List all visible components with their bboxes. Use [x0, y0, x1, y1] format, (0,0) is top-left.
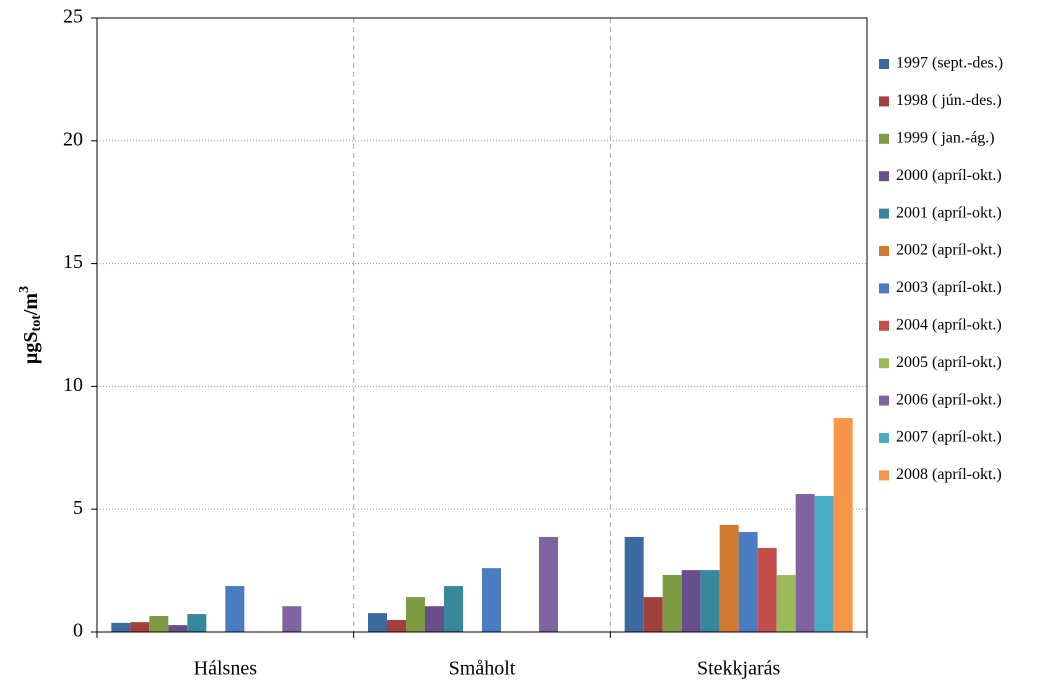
- x-tick-label: Hálsnes: [194, 658, 258, 680]
- legend-label: 2005 (apríl-okt.): [896, 354, 1002, 371]
- legend-swatch: [879, 395, 889, 406]
- bar: [776, 575, 796, 632]
- bar: [368, 613, 387, 632]
- legend-label: 2004 (apríl-okt.): [896, 316, 1002, 333]
- legend-label: 1998 ( jún.-des.): [896, 92, 1002, 109]
- legend-label: 2003 (apríl-okt.): [896, 279, 1002, 296]
- y-tick-label: 20: [63, 128, 83, 150]
- legend-swatch: [879, 96, 889, 107]
- legend-label: 2006 (apríl-okt.): [896, 391, 1002, 408]
- legend-swatch: [879, 133, 889, 144]
- bar: [681, 570, 701, 632]
- bar: [130, 622, 150, 632]
- y-label-part: µgS: [20, 331, 42, 364]
- legend-swatch: [879, 358, 889, 369]
- bar: [539, 536, 558, 632]
- y-tick-label: 5: [73, 497, 83, 519]
- legend-label: 2008 (apríl-okt.): [896, 466, 1002, 483]
- bar: [482, 568, 501, 632]
- bar: [111, 622, 131, 632]
- bar: [814, 495, 834, 632]
- bar: [425, 606, 444, 632]
- legend-swatch: [879, 320, 889, 331]
- legend-swatch: [879, 433, 889, 443]
- bar: [168, 625, 188, 632]
- bar: [149, 616, 169, 632]
- legend-label: 2007 (apríl-okt.): [896, 429, 1002, 446]
- plot-frame: [96, 17, 868, 633]
- bar: [624, 536, 644, 632]
- y-tick-label: 10: [63, 374, 83, 396]
- y-label-sub: tot: [29, 315, 44, 332]
- legend-swatch: [879, 171, 889, 182]
- legend-swatch: [879, 283, 889, 294]
- bar: [757, 548, 777, 632]
- legend-swatch: [879, 59, 889, 69]
- y-tick-label: 0: [73, 620, 83, 642]
- bar: [700, 570, 720, 632]
- bar: [719, 524, 739, 632]
- bar: [187, 614, 207, 632]
- legend-swatch: [879, 246, 889, 256]
- bar: [662, 575, 682, 632]
- legend-label: 2002 (apríl-okt.): [896, 242, 1002, 259]
- y-tick-label: 15: [63, 251, 83, 273]
- y-label-part: /m: [20, 293, 42, 317]
- bar: [643, 597, 663, 632]
- x-tick-label: Småholt: [449, 658, 516, 680]
- bar: [444, 586, 463, 632]
- bar: [833, 418, 853, 632]
- y-axis-label: µgStot/m3: [17, 286, 44, 364]
- x-tick-label: Stekkjarás: [697, 658, 781, 680]
- legend-label: 2001 (apríl-okt.): [896, 204, 1002, 221]
- bar: [738, 532, 758, 632]
- legend-label: 1999 ( jan.-ág.): [896, 129, 995, 146]
- bar: [225, 586, 245, 632]
- y-tick-label: 25: [63, 6, 83, 28]
- legend-swatch: [879, 470, 889, 481]
- legend-label: 2000 (apríl-okt.): [896, 167, 1002, 184]
- bar: [795, 493, 815, 632]
- bar: [406, 597, 425, 632]
- y-label-sup: 3: [17, 286, 32, 293]
- bar: [387, 619, 406, 632]
- legend-swatch: [879, 208, 889, 219]
- bar: [282, 606, 302, 632]
- legend-label: 1997 (sept.-des.): [896, 55, 1003, 72]
